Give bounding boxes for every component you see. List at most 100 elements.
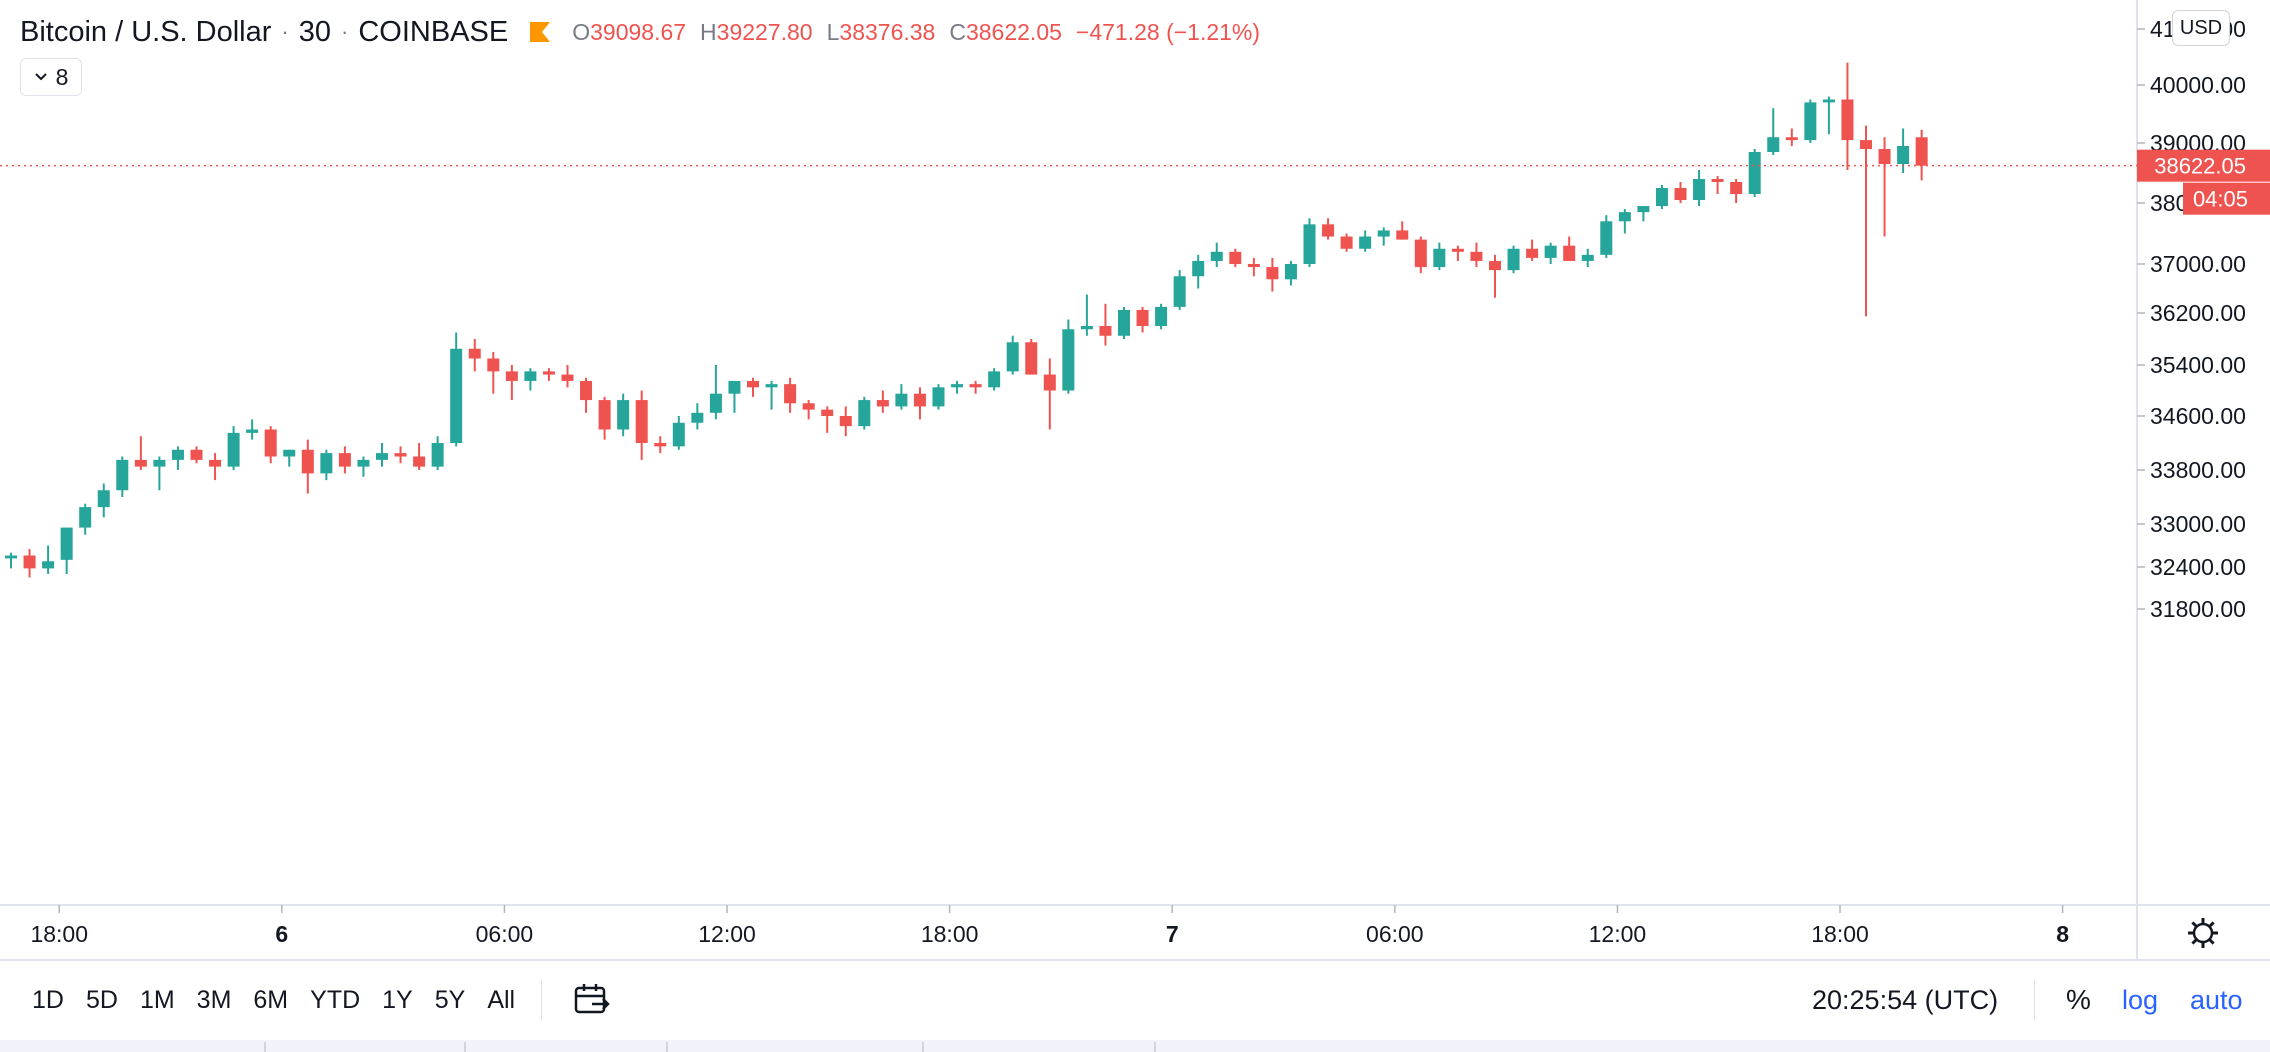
price-tick-label: 37000.00 [2150, 251, 2246, 277]
range-6m-button[interactable]: 6M [253, 985, 289, 1014]
candle-body [1396, 230, 1409, 240]
candle-body [1544, 245, 1557, 258]
market-status-flag-icon[interactable] [530, 22, 551, 42]
candle [1043, 358, 1056, 430]
candle-body [728, 380, 741, 394]
candle-body [1897, 146, 1910, 164]
price-scale[interactable]: 41000.0040000.0039000.0038000.0037000.00… [2137, 16, 2246, 622]
candle-body [376, 453, 388, 460]
utc-clock[interactable]: 20:25:54 (UTC) [1812, 984, 1999, 1015]
candle [1878, 137, 1891, 237]
indicators-collapse-button[interactable]: 8 [20, 58, 82, 96]
range-list: 1D 5D 1M 3M 6M YTD 1Y 5Y All [22, 986, 525, 1015]
candle-body [1915, 137, 1928, 166]
settings-gear-icon[interactable] [2188, 918, 2218, 948]
candle [1303, 218, 1316, 268]
candle [1693, 170, 1706, 207]
candle-body [542, 371, 555, 375]
candle [709, 365, 722, 420]
candle-body [1322, 224, 1335, 237]
candle-body [394, 453, 407, 457]
time-tick-label: 12:00 [1589, 921, 1647, 947]
time-scale[interactable]: 18:00 6 06:00 12:00 18:00 7 06:00 12:00 18:00 8 [30, 905, 2069, 947]
range-5y-button[interactable]: 5Y [434, 985, 466, 1014]
candle [209, 453, 222, 481]
calendar-goto-date-icon[interactable] [572, 980, 612, 1020]
candle [524, 368, 537, 391]
candle [1748, 149, 1761, 197]
candle [1340, 233, 1353, 252]
candle [227, 426, 240, 470]
candle [468, 339, 481, 372]
candle [988, 368, 1001, 391]
candle [1711, 176, 1724, 194]
candle-body [450, 348, 463, 443]
candle-body [60, 527, 73, 560]
candle-body [1266, 267, 1279, 280]
candle-body [524, 371, 537, 381]
plot-area[interactable] [0, 0, 2137, 905]
candle-body [1600, 221, 1613, 255]
candle-body [1062, 329, 1075, 391]
candle [376, 443, 388, 467]
candle [1377, 227, 1390, 246]
range-3m-button[interactable]: 3M [196, 985, 232, 1014]
candle [821, 406, 834, 433]
candle-body [413, 456, 426, 467]
candle-body [1006, 342, 1019, 372]
candle-body [1080, 326, 1093, 330]
legend-separator: · [341, 19, 349, 44]
range-ytd-button[interactable]: YTD [310, 985, 361, 1014]
candle [450, 332, 463, 447]
candle-body [1785, 137, 1798, 141]
candle-body [283, 449, 296, 457]
auto-scale-button[interactable]: auto [2190, 984, 2243, 1015]
toolbar-divider [541, 979, 543, 1021]
range-1d-button[interactable]: 1D [32, 985, 64, 1014]
range-all-button[interactable]: All [487, 985, 516, 1014]
time-tick-label: 06:00 [476, 921, 534, 947]
candle [765, 380, 778, 410]
range-5d-button[interactable]: 5D [85, 985, 118, 1014]
candle-body [580, 380, 593, 401]
last-price-tag: 38622.05 04:05 [2137, 149, 2270, 215]
candle [1507, 245, 1520, 274]
range-1y-button[interactable]: 1Y [382, 985, 413, 1014]
close-value: 38622.05 [965, 18, 1062, 45]
candle-body [1748, 152, 1761, 194]
candle-body [1507, 248, 1520, 271]
symbol-name[interactable]: Bitcoin / U.S. Dollar [20, 15, 272, 48]
candle-body [561, 374, 574, 381]
candle [951, 380, 964, 394]
candle [1080, 294, 1093, 336]
exchange-label[interactable]: COINBASE [358, 15, 509, 48]
candle-body [951, 384, 964, 388]
candle-body [1563, 245, 1576, 261]
high-key: H [700, 18, 717, 45]
interval-label[interactable]: 30 [298, 15, 332, 48]
candle-body [932, 387, 945, 407]
log-scale-button[interactable]: log [2122, 984, 2159, 1015]
candle-body [1340, 236, 1353, 249]
candle [1284, 260, 1297, 286]
countdown-label: 04:05 [2193, 187, 2248, 212]
range-1m-button[interactable]: 1M [139, 985, 175, 1014]
open-key: O [572, 18, 591, 45]
candle-body [357, 459, 370, 467]
time-tick-day-label: 6 [275, 921, 288, 947]
currency-button[interactable]: USD [2172, 10, 2230, 46]
time-tick-label: 12:00 [698, 921, 756, 947]
candle [1229, 248, 1242, 268]
candle-body [1210, 251, 1223, 261]
candle-body [1674, 188, 1687, 200]
candle [97, 483, 110, 518]
candle [1396, 221, 1409, 240]
percent-scale-button[interactable]: % [2066, 984, 2091, 1015]
price-tick-label: 40000.00 [2150, 72, 2246, 98]
candle-body [320, 453, 333, 474]
candle [60, 527, 73, 574]
candle [1563, 236, 1576, 261]
candle-body [97, 490, 110, 508]
candle-body [79, 507, 92, 528]
